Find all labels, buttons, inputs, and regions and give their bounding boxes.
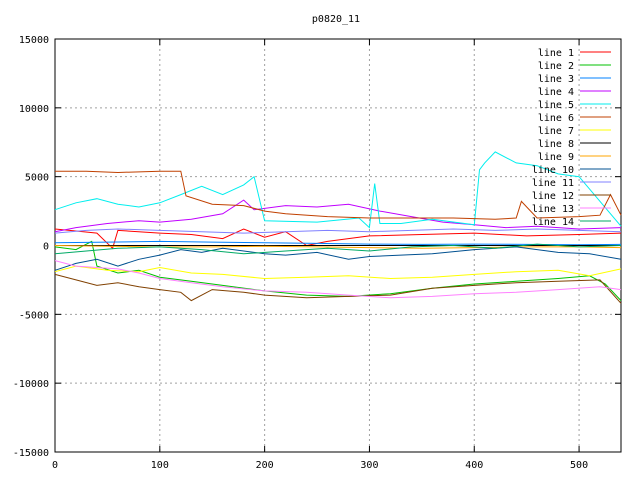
- series-line-13: [54, 260, 622, 299]
- legend-label: line 3: [538, 74, 574, 85]
- legend-label: line 7: [538, 126, 574, 137]
- legend-label: line 1: [538, 48, 574, 59]
- legend-label: line 6: [538, 113, 574, 124]
- x-tick-label: 400: [465, 460, 483, 471]
- y-tick-label: -10000: [13, 379, 49, 390]
- series-line-11: [54, 228, 622, 234]
- legend-label: line 10: [532, 165, 574, 176]
- legend-label: line 12: [532, 191, 574, 202]
- y-tick-label: -15000: [13, 448, 49, 459]
- legend-label: line 13: [532, 204, 574, 215]
- series-line-4: [54, 199, 622, 233]
- series-line-14: [54, 243, 622, 255]
- x-tick-label: 100: [151, 460, 169, 471]
- y-tick-label: 5000: [25, 173, 49, 184]
- legend: line 1 line 2 line 3 line 4 line 5 line 6 line…: [532, 48, 611, 228]
- legend-label: line 9: [538, 152, 574, 163]
- y-tick-label: -5000: [19, 310, 49, 321]
- legend-label: line 11: [532, 178, 574, 189]
- legend-label: line 8: [538, 139, 574, 150]
- y-tick-label: 10000: [19, 104, 49, 115]
- series-line-10: [54, 246, 622, 271]
- x-tick-label: 300: [360, 460, 378, 471]
- series-line-7: [54, 265, 622, 280]
- series-line-12: [54, 273, 622, 304]
- x-axis: 0 100 200 300 400 500: [52, 39, 588, 471]
- series-line-6: [55, 170, 622, 220]
- x-tick-label: 200: [256, 460, 274, 471]
- x-tick-label: 0: [52, 460, 58, 471]
- legend-label: line 14: [532, 217, 574, 228]
- x-tick-label: 500: [570, 460, 588, 471]
- legend-label: line 2: [538, 61, 574, 72]
- legend-label: line 4: [538, 87, 574, 98]
- series-group: [54, 151, 622, 304]
- chart-title: p0820_11: [312, 14, 360, 25]
- y-tick-label: 15000: [19, 35, 49, 46]
- legend-label: line 5: [538, 100, 574, 111]
- series-line-5: [54, 151, 622, 229]
- y-tick-label: 0: [43, 242, 49, 253]
